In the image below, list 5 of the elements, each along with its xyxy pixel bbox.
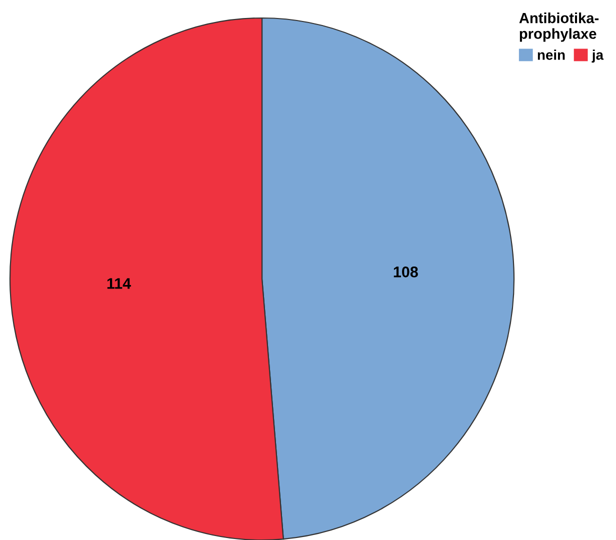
legend-label: nein	[538, 50, 565, 60]
legend-label: ja	[592, 50, 604, 63]
data-label: 114	[107, 278, 131, 289]
data-label: 108	[394, 266, 418, 278]
legend-title: Antibiotika- prophylaxe	[519, 12, 599, 42]
